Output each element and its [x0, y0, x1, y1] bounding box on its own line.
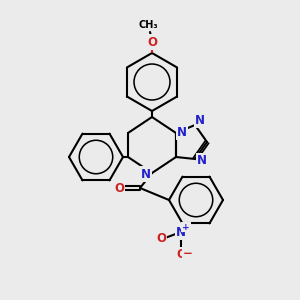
Text: N: N: [197, 154, 207, 167]
Text: +: +: [182, 223, 190, 232]
Text: O: O: [147, 35, 157, 49]
Text: O: O: [176, 248, 186, 262]
Text: N: N: [195, 113, 205, 127]
Text: O: O: [156, 232, 166, 244]
Text: N: N: [176, 226, 186, 238]
Text: N: N: [177, 125, 187, 139]
Text: N: N: [141, 167, 151, 181]
Text: O: O: [114, 182, 124, 194]
Text: −: −: [183, 247, 193, 260]
Text: CH₃: CH₃: [138, 20, 158, 30]
